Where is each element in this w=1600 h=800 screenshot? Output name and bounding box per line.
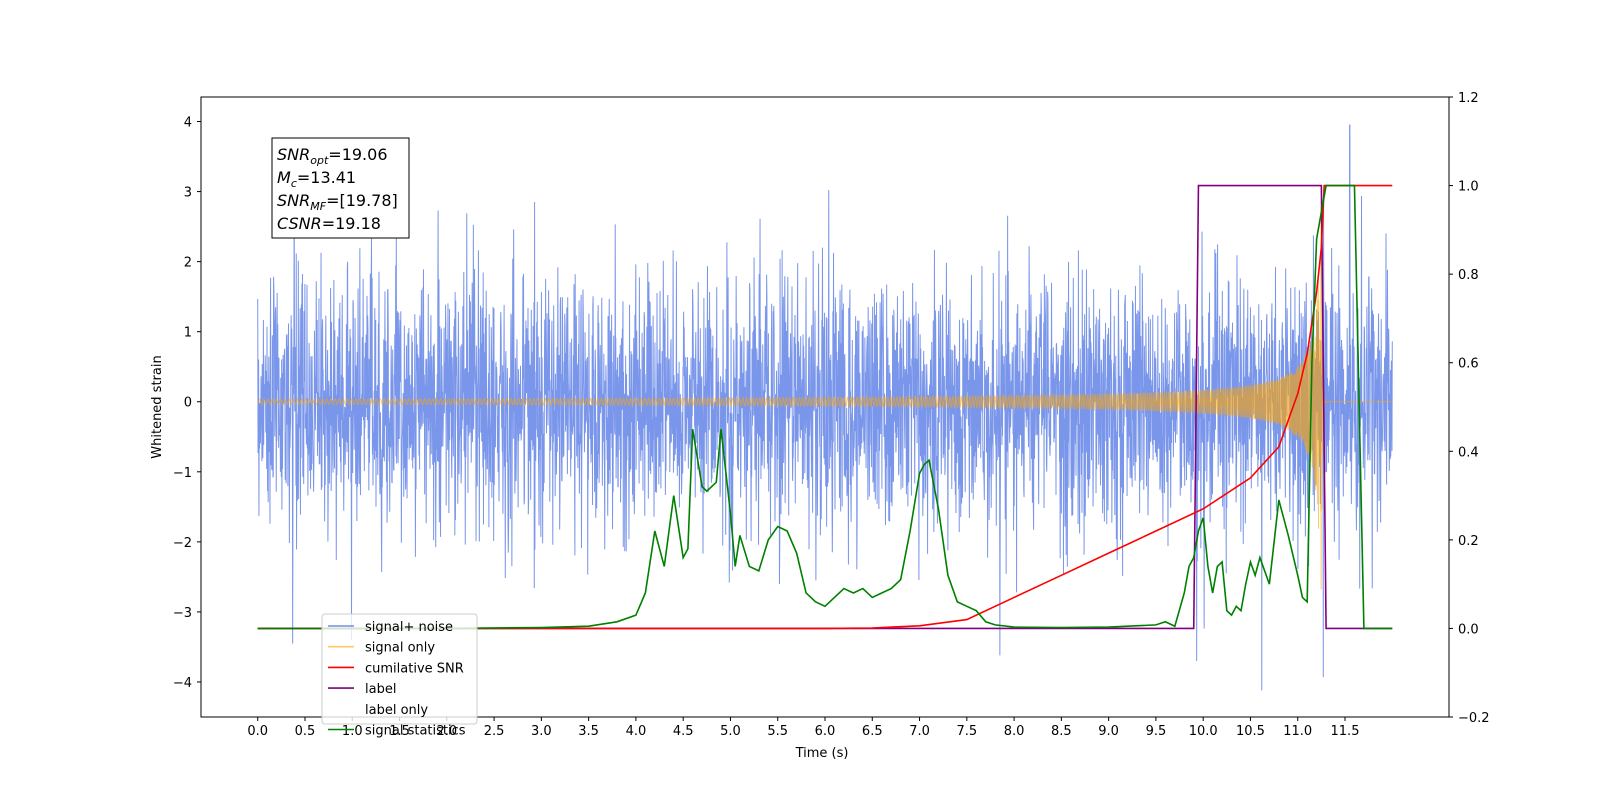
stats-symbol: M bbox=[277, 168, 291, 187]
y-tick-label-left: 4 bbox=[184, 116, 192, 131]
x-tick-label: 7.5 bbox=[956, 724, 977, 739]
stats-box-frame bbox=[271, 137, 410, 239]
stats-line: SNRMF=[19.78] bbox=[277, 191, 398, 213]
x-tick-label: 9.5 bbox=[1146, 724, 1167, 739]
y-tick-label-right: 1.2 bbox=[1458, 91, 1479, 106]
y-tick-label-right: 0.2 bbox=[1458, 534, 1479, 549]
x-tick-label: 11.5 bbox=[1331, 724, 1360, 739]
x-tick-label: 0.0 bbox=[247, 724, 268, 739]
series-signal-statistics bbox=[257, 184, 1393, 630]
y-tick-label-right: 0.4 bbox=[1458, 445, 1479, 460]
y-axis-right: 1.2 1.0 0.8 0.6 0.4 0.2 0.0 −0.2 bbox=[1449, 91, 1490, 726]
y-tick-label-right: 0.0 bbox=[1458, 622, 1479, 637]
x-tick-label: 4.0 bbox=[626, 724, 647, 739]
y-axis-left: 4 3 2 1 0 −1 −2 −3 −4 bbox=[173, 116, 201, 691]
stats-value: =13.41 bbox=[297, 168, 356, 187]
y-tick-label-right: 0.8 bbox=[1458, 268, 1479, 283]
x-tick-label: 1.0 bbox=[342, 724, 363, 739]
stats-symbol: SNR bbox=[277, 145, 310, 164]
x-tick-label: 0.5 bbox=[295, 724, 316, 739]
x-axis-label: Time (s) bbox=[795, 746, 849, 761]
x-tick-label: 10.0 bbox=[1189, 724, 1218, 739]
stats-line: CSNR=19.18 bbox=[277, 214, 381, 233]
stats-annotation-box: SNRopt=19.06Mc=13.41SNRMF=[19.78]CSNR=19… bbox=[271, 137, 410, 239]
y-axis-label-left: Whitened strain bbox=[150, 355, 165, 458]
stats-line: Mc=13.41 bbox=[277, 168, 356, 190]
y-tick-label-left: −1 bbox=[173, 466, 192, 481]
series-signal-only bbox=[257, 207, 1393, 590]
stats-value: =19.06 bbox=[328, 145, 387, 164]
y-tick-label-left: −2 bbox=[173, 536, 192, 551]
x-tick-label: 3.5 bbox=[578, 724, 599, 739]
x-tick-label: 6.0 bbox=[815, 724, 836, 739]
x-tick-label: 10.5 bbox=[1236, 724, 1265, 739]
y-tick-label-left: 2 bbox=[184, 256, 192, 271]
x-tick-label: 5.5 bbox=[767, 724, 788, 739]
stats-subscript: c bbox=[291, 177, 297, 190]
y-tick-label-left: 3 bbox=[184, 186, 192, 201]
y-tick-label-right: −0.2 bbox=[1458, 711, 1490, 726]
x-tick-label: 1.5 bbox=[389, 724, 410, 739]
y-tick-label-left: −4 bbox=[173, 676, 192, 691]
x-tick-label: 5.0 bbox=[720, 724, 741, 739]
y-tick-label-right: 1.0 bbox=[1458, 180, 1479, 195]
legend: signal+ noise signal only cumilative SNR la… bbox=[321, 613, 478, 739]
y-tick-label-right: 0.6 bbox=[1458, 357, 1479, 372]
x-tick-label: 4.5 bbox=[673, 724, 694, 739]
x-tick-label: 2.5 bbox=[484, 724, 505, 739]
x-tick-label: 6.5 bbox=[862, 724, 883, 739]
stats-subscript: MF bbox=[310, 200, 326, 213]
stats-subscript: opt bbox=[310, 154, 329, 167]
stats-symbol: SNR bbox=[277, 191, 310, 210]
stats-line: SNRopt=19.06 bbox=[277, 145, 388, 167]
y-tick-label-left: −3 bbox=[173, 606, 192, 621]
stats-value: =[19.78] bbox=[326, 191, 398, 210]
legend-label: signal+ noise bbox=[365, 620, 453, 635]
x-tick-label: 7.0 bbox=[909, 724, 930, 739]
x-tick-label: 9.0 bbox=[1098, 724, 1119, 739]
legend-label: signal statistics bbox=[365, 724, 466, 739]
legend-frame bbox=[321, 613, 478, 725]
stats-symbol: CSNR bbox=[277, 214, 322, 233]
x-tick-label: 8.5 bbox=[1051, 724, 1072, 739]
x-tick-label: 8.0 bbox=[1004, 724, 1025, 739]
y-tick-label-left: 1 bbox=[184, 326, 192, 341]
legend-label: cumilative SNR bbox=[365, 661, 464, 676]
x-tick-label: 2.0 bbox=[436, 724, 457, 739]
legend-label: signal only bbox=[365, 641, 435, 656]
plot-area bbox=[257, 124, 1393, 691]
legend-label: label only bbox=[365, 703, 428, 718]
series-signal-noise bbox=[257, 124, 1393, 691]
legend-label: label bbox=[365, 682, 396, 697]
x-tick-label: 11.0 bbox=[1283, 724, 1312, 739]
y-tick-label-left: 0 bbox=[184, 396, 192, 411]
series-cumulative-snr bbox=[257, 184, 1393, 630]
series-label bbox=[257, 184, 1393, 630]
x-axis: 0.0 0.5 1.0 1.5 2.0 2.5 3.0 3.5 4.0 4.5 5.0 5.5 6.0 6… bbox=[247, 717, 1359, 739]
x-tick-label: 3.0 bbox=[531, 724, 552, 739]
stats-value: =19.18 bbox=[322, 214, 381, 233]
